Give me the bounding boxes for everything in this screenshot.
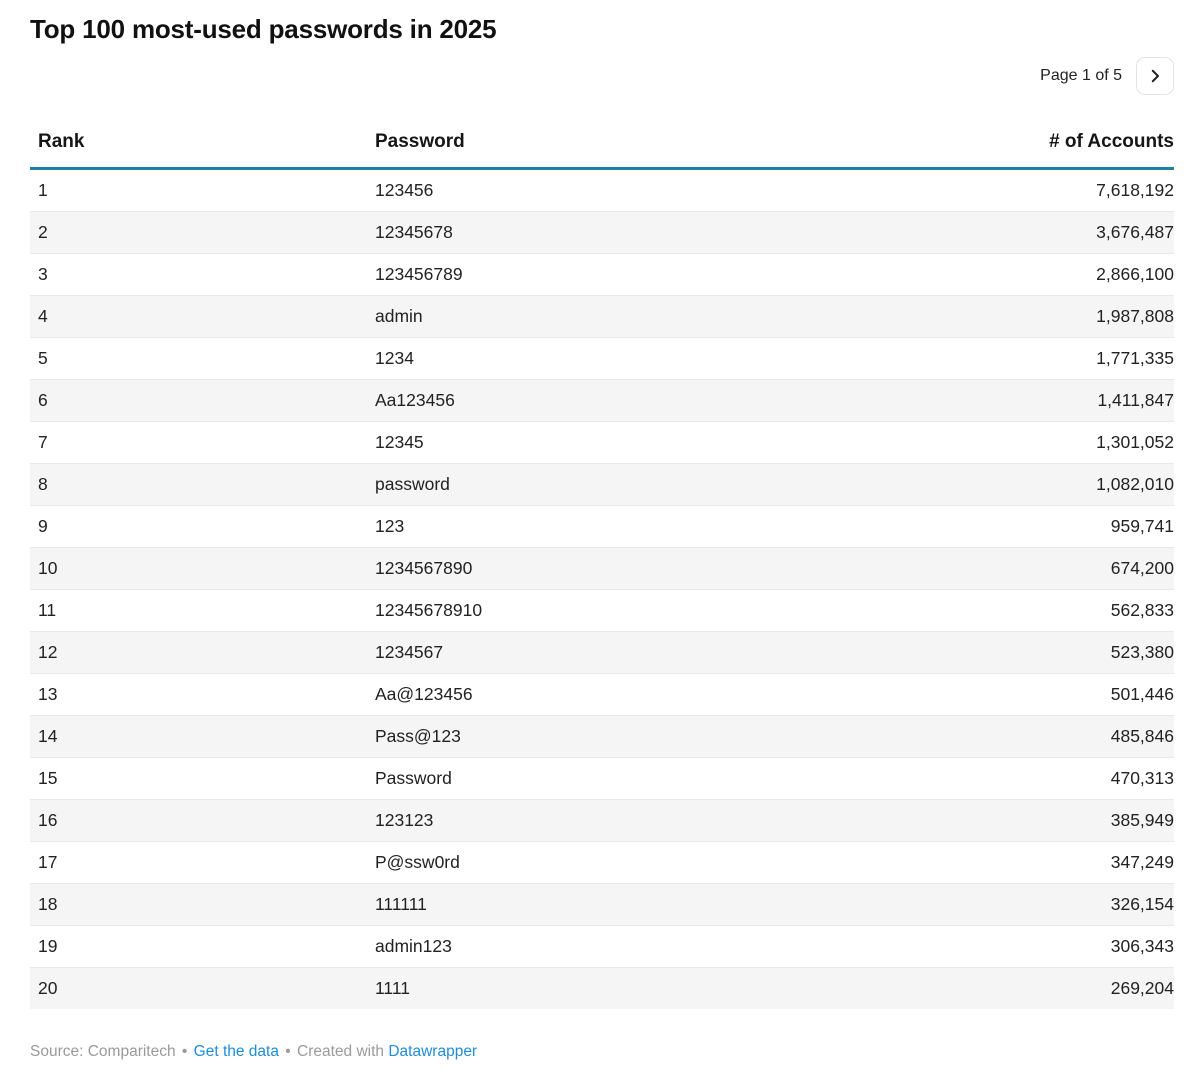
next-page-button[interactable] bbox=[1136, 57, 1174, 96]
table-header: Rank Password # of Accounts bbox=[30, 123, 1174, 171]
footer-source-text: Source: Comparitech bbox=[30, 1043, 176, 1061]
password-cell: 12345 bbox=[375, 432, 424, 453]
rank-cell: 5 bbox=[38, 348, 48, 369]
table-row: 3 123456789 2,866,100 bbox=[30, 253, 1174, 296]
accounts-cell: 562,833 bbox=[1110, 600, 1174, 621]
password-cell: Aa123456 bbox=[375, 390, 455, 411]
pagination-label: Page 1 of 5 bbox=[1040, 67, 1122, 85]
footer: Source: Comparitech • Get the data • Cre… bbox=[30, 1043, 1174, 1061]
rank-cell: 16 bbox=[38, 810, 58, 831]
rank-cell: 15 bbox=[38, 768, 58, 789]
page-title: Top 100 most-used passwords in 2025 bbox=[30, 14, 497, 44]
rank-cell: 19 bbox=[38, 936, 58, 957]
rank-cell: 14 bbox=[38, 726, 58, 747]
accounts-cell: 470,313 bbox=[1110, 768, 1174, 789]
accounts-cell: 501,446 bbox=[1110, 684, 1174, 705]
accounts-cell: 1,411,847 bbox=[1097, 390, 1174, 411]
rank-cell: 7 bbox=[38, 432, 48, 453]
table-row: 4 admin 1,987,808 bbox=[30, 295, 1174, 338]
password-cell: 123123 bbox=[375, 810, 434, 831]
table-row: 7 12345 1,301,052 bbox=[30, 421, 1174, 464]
pagination-bar: Page 1 of 5 bbox=[30, 57, 1174, 96]
password-cell: Pass@123 bbox=[375, 726, 461, 747]
accounts-cell: 7,618,192 bbox=[1096, 180, 1174, 201]
password-cell: 12345678 bbox=[375, 222, 453, 243]
password-cell: admin123 bbox=[375, 936, 452, 957]
table-row: 1 123456 7,618,192 bbox=[30, 169, 1174, 212]
rank-cell: 11 bbox=[38, 600, 57, 621]
accounts-cell: 959,741 bbox=[1110, 516, 1174, 537]
password-cell: Aa@123456 bbox=[375, 684, 473, 705]
accounts-cell: 326,154 bbox=[1110, 894, 1174, 915]
table-row: 10 1234567890 674,200 bbox=[30, 547, 1174, 590]
table-row: 15 Password 470,313 bbox=[30, 757, 1174, 800]
password-cell: 1234 bbox=[375, 348, 414, 369]
table-row: 2 12345678 3,676,487 bbox=[30, 211, 1174, 254]
footer-separator: • bbox=[181, 1043, 188, 1061]
accounts-cell: 306,343 bbox=[1110, 936, 1174, 957]
column-header-rank: Rank bbox=[30, 123, 367, 171]
accounts-cell: 269,204 bbox=[1110, 978, 1174, 999]
datawrapper-link[interactable]: Datawrapper bbox=[388, 1043, 478, 1061]
footer-separator: • bbox=[285, 1043, 291, 1061]
rank-cell: 6 bbox=[38, 390, 48, 411]
column-header-password: Password bbox=[367, 123, 854, 171]
table-row: 5 1234 1,771,335 bbox=[30, 337, 1174, 380]
password-cell: password bbox=[375, 474, 450, 495]
table-row: 11 12345678910 562,833 bbox=[30, 589, 1174, 632]
rank-cell: 9 bbox=[38, 516, 48, 537]
password-cell: 123 bbox=[375, 516, 405, 537]
accounts-cell: 485,846 bbox=[1110, 726, 1174, 747]
get-the-data-link[interactable]: Get the data bbox=[193, 1043, 279, 1061]
table-row: 16 123123 385,949 bbox=[30, 799, 1174, 842]
table-body: 1 123456 7,618,192 2 12345678 3,676,487 … bbox=[30, 169, 1174, 1010]
rank-cell: 12 bbox=[38, 642, 58, 663]
password-cell: 111111 bbox=[375, 894, 427, 915]
accounts-cell: 1,771,335 bbox=[1096, 348, 1174, 369]
accounts-cell: 385,949 bbox=[1110, 810, 1174, 831]
rank-cell: 1 bbox=[38, 180, 48, 201]
accounts-cell: 674,200 bbox=[1110, 558, 1174, 579]
table-row: 6 Aa123456 1,411,847 bbox=[30, 379, 1174, 422]
table-row: 12 1234567 523,380 bbox=[30, 631, 1174, 674]
rank-cell: 8 bbox=[38, 474, 48, 495]
table-row: 20 1111 269,204 bbox=[30, 967, 1174, 1010]
table-row: 9 123 959,741 bbox=[30, 505, 1174, 548]
password-cell: 1234567890 bbox=[375, 558, 473, 579]
footer-created-with-text: Created with bbox=[297, 1043, 385, 1061]
password-cell: 1234567 bbox=[375, 642, 444, 663]
column-header-accounts: # of Accounts bbox=[854, 123, 1174, 171]
rank-cell: 4 bbox=[38, 306, 48, 327]
password-cell: admin bbox=[375, 306, 423, 327]
table-row: 8 password 1,082,010 bbox=[30, 463, 1174, 506]
table-row: 14 Pass@123 485,846 bbox=[30, 715, 1174, 758]
password-cell: P@ssw0rd bbox=[375, 852, 460, 873]
rank-cell: 20 bbox=[38, 978, 58, 999]
passwords-table: Rank Password # of Accounts 1 123456 7,6… bbox=[30, 123, 1174, 1010]
password-cell: 1111 bbox=[375, 978, 411, 999]
table-row: 13 Aa@123456 501,446 bbox=[30, 673, 1174, 716]
password-cell: 12345678910 bbox=[375, 600, 483, 621]
accounts-cell: 1,987,808 bbox=[1096, 306, 1174, 327]
rank-cell: 3 bbox=[38, 264, 48, 285]
accounts-cell: 1,082,010 bbox=[1096, 474, 1174, 495]
accounts-cell: 2,866,100 bbox=[1096, 264, 1174, 285]
table-row: 19 admin123 306,343 bbox=[30, 925, 1174, 968]
accounts-cell: 523,380 bbox=[1110, 642, 1174, 663]
rank-cell: 13 bbox=[38, 684, 58, 705]
table-row: 18 111111 326,154 bbox=[30, 883, 1174, 926]
password-cell: Password bbox=[375, 768, 452, 789]
rank-cell: 2 bbox=[38, 222, 48, 243]
password-cell: 123456789 bbox=[375, 264, 463, 285]
table-row: 17 P@ssw0rd 347,249 bbox=[30, 841, 1174, 884]
password-cell: 123456 bbox=[375, 180, 434, 201]
rank-cell: 18 bbox=[38, 894, 58, 915]
accounts-cell: 3,676,487 bbox=[1096, 222, 1174, 243]
accounts-cell: 347,249 bbox=[1110, 852, 1174, 873]
accounts-cell: 1,301,052 bbox=[1096, 432, 1174, 453]
rank-cell: 10 bbox=[38, 558, 58, 579]
chevron-right-icon bbox=[1146, 67, 1164, 85]
rank-cell: 17 bbox=[38, 852, 58, 873]
